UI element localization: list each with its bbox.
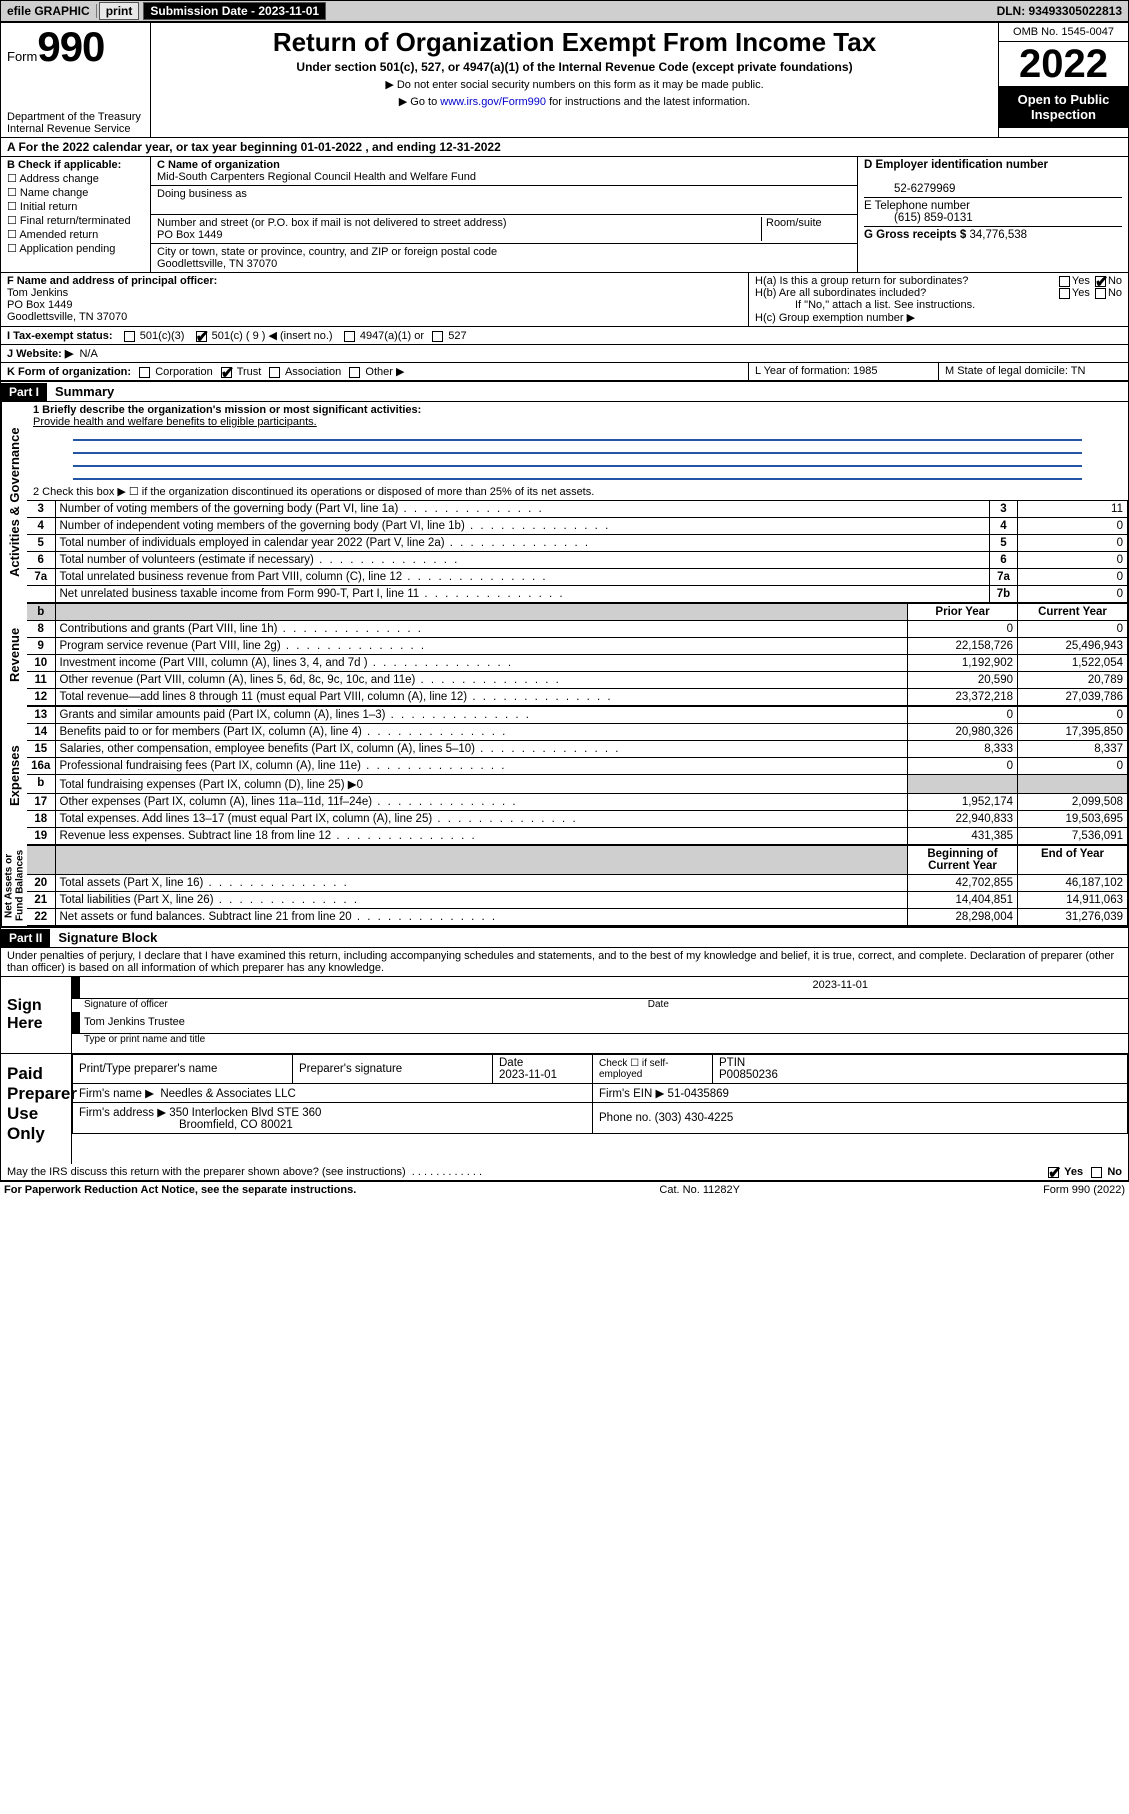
firm-addr1: 350 Interlocken Blvd STE 360 — [169, 1107, 321, 1119]
vlabel-revenue: Revenue — [1, 603, 27, 706]
discuss-row: May the IRS discuss this return with the… — [1, 1164, 1128, 1181]
paid-preparer: Paid Preparer Use Only Print/Type prepar… — [1, 1053, 1128, 1164]
goto-note: ▶ Go to www.irs.gov/Form990 for instruct… — [155, 95, 994, 108]
k-assoc[interactable] — [269, 367, 280, 378]
form-title: Return of Organization Exempt From Incom… — [155, 27, 994, 58]
cb-address-change[interactable]: ☐ Address change — [7, 172, 144, 185]
page-footer: For Paperwork Reduction Act Notice, see … — [0, 1182, 1129, 1198]
self-employed-check[interactable]: Check ☐ if self-employed — [593, 1055, 713, 1084]
i-527[interactable] — [432, 331, 443, 342]
k-trust[interactable] — [221, 367, 232, 378]
state-domicile: M State of legal domicile: TN — [938, 363, 1128, 380]
hb-yes[interactable] — [1059, 288, 1070, 299]
ha-no[interactable] — [1095, 276, 1106, 287]
street: PO Box 1449 — [157, 229, 222, 241]
line2: 2 Check this box ▶ ☐ if the organization… — [27, 483, 1128, 500]
section-b: B Check if applicable: ☐ Address change … — [1, 157, 151, 272]
open-public: Open to Public Inspection — [999, 86, 1128, 128]
k-corp[interactable] — [139, 367, 150, 378]
table-expenses: 13Grants and similar amounts paid (Part … — [27, 706, 1128, 845]
form-header: Form990 Department of the Treasury Inter… — [1, 23, 1128, 138]
section-j: J Website: ▶ N/A — [1, 345, 1128, 363]
efile-label: efile GRAPHIC — [1, 4, 97, 18]
ptin: P00850236 — [719, 1069, 778, 1081]
prep-date: 2023-11-01 — [499, 1069, 557, 1081]
cb-app-pending[interactable]: ☐ Application pending — [7, 242, 144, 255]
cb-amended-return[interactable]: ☐ Amended return — [7, 228, 144, 241]
cb-final-return[interactable]: ☐ Final return/terminated — [7, 214, 144, 227]
firm-ein: 51-0435869 — [668, 1088, 729, 1100]
print-button[interactable]: print — [99, 2, 140, 20]
section-klm: K Form of organization: Corporation Trus… — [1, 363, 1128, 381]
sign-here: Sign Here 2023-11-01 Signature of office… — [1, 976, 1128, 1053]
officer-name: Tom Jenkins — [7, 287, 68, 299]
section-deg: D Employer identification number 52-6279… — [858, 157, 1128, 272]
org-name: Mid-South Carpenters Regional Council He… — [157, 171, 476, 183]
omb-number: OMB No. 1545-0047 — [999, 23, 1128, 42]
submission-date: Submission Date - 2023-11-01 — [143, 2, 326, 20]
section-c: C Name of organization Mid-South Carpent… — [151, 157, 858, 272]
part1-header: Part I Summary — [1, 381, 1128, 402]
section-f: F Name and address of principal officer:… — [1, 273, 748, 326]
part2-header: Part II Signature Block — [1, 927, 1128, 948]
part1-body: Activities & Governance 1 Briefly descri… — [1, 402, 1128, 603]
i-501c3[interactable] — [124, 331, 135, 342]
irs-link[interactable]: www.irs.gov/Form990 — [440, 96, 546, 108]
cb-name-change[interactable]: ☐ Name change — [7, 186, 144, 199]
table-revenue: bPrior YearCurrent Year8Contributions an… — [27, 603, 1128, 706]
netassets-section: Net Assets orFund Balances Beginning of … — [1, 845, 1128, 927]
i-501c[interactable] — [196, 331, 207, 342]
ein: 52-6279969 — [864, 183, 955, 195]
declaration: Under penalties of perjury, I declare th… — [1, 948, 1128, 976]
expenses-section: Expenses 13Grants and similar amounts pa… — [1, 706, 1128, 845]
website: N/A — [79, 348, 97, 360]
cb-initial-return[interactable]: ☐ Initial return — [7, 200, 144, 213]
mission: Provide health and welfare benefits to e… — [33, 416, 317, 428]
dln: DLN: 93493305022813 — [991, 4, 1128, 18]
line1: 1 Briefly describe the organization's mi… — [27, 402, 1128, 483]
department: Department of the Treasury Internal Reve… — [7, 111, 144, 135]
section-h: H(a) Is this a group return for subordin… — [748, 273, 1128, 326]
form-subtitle: Under section 501(c), 527, or 4947(a)(1)… — [155, 60, 994, 74]
tax-year: 2022 — [999, 42, 1128, 86]
ssn-note: ▶ Do not enter social security numbers o… — [155, 78, 994, 91]
revenue-section: Revenue bPrior YearCurrent Year8Contribu… — [1, 603, 1128, 706]
hb-no[interactable] — [1095, 288, 1106, 299]
i-4947[interactable] — [344, 331, 355, 342]
discuss-no[interactable] — [1091, 1167, 1102, 1178]
ha-yes[interactable] — [1059, 276, 1070, 287]
form-word: Form — [7, 49, 37, 64]
firm-name: Needles & Associates LLC — [160, 1088, 296, 1100]
form-number: 990 — [37, 23, 104, 70]
firm-addr2: Broomfield, CO 80021 — [79, 1119, 293, 1131]
vlabel-expenses: Expenses — [1, 706, 27, 845]
table-activities: 3Number of voting members of the governi… — [27, 500, 1128, 603]
form-990: Form990 Department of the Treasury Inter… — [0, 22, 1129, 1182]
table-netassets: Beginning of Current YearEnd of Year20To… — [27, 845, 1128, 926]
k-other[interactable] — [349, 367, 360, 378]
discuss-yes[interactable] — [1048, 1167, 1059, 1178]
officer-name-title: Tom Jenkins Trustee — [84, 1016, 185, 1028]
city-state-zip: Goodlettsville, TN 37070 — [157, 258, 277, 270]
line-a: A For the 2022 calendar year, or tax yea… — [1, 138, 1128, 157]
section-fh: F Name and address of principal officer:… — [1, 273, 1128, 327]
entity-block: B Check if applicable: ☐ Address change … — [1, 157, 1128, 273]
year-formation: L Year of formation: 1985 — [748, 363, 938, 380]
phone: (615) 859-0131 — [864, 212, 973, 224]
sign-date: 2023-11-01 — [813, 979, 868, 991]
section-i: I Tax-exempt status: 501(c)(3) 501(c) ( … — [1, 327, 1128, 345]
topbar: efile GRAPHIC print Submission Date - 20… — [0, 0, 1129, 22]
vlabel-activities: Activities & Governance — [1, 402, 27, 603]
firm-phone: (303) 430-4225 — [655, 1112, 734, 1124]
vlabel-netassets: Net Assets orFund Balances — [1, 845, 27, 926]
gross-receipts: 34,776,538 — [969, 229, 1027, 241]
